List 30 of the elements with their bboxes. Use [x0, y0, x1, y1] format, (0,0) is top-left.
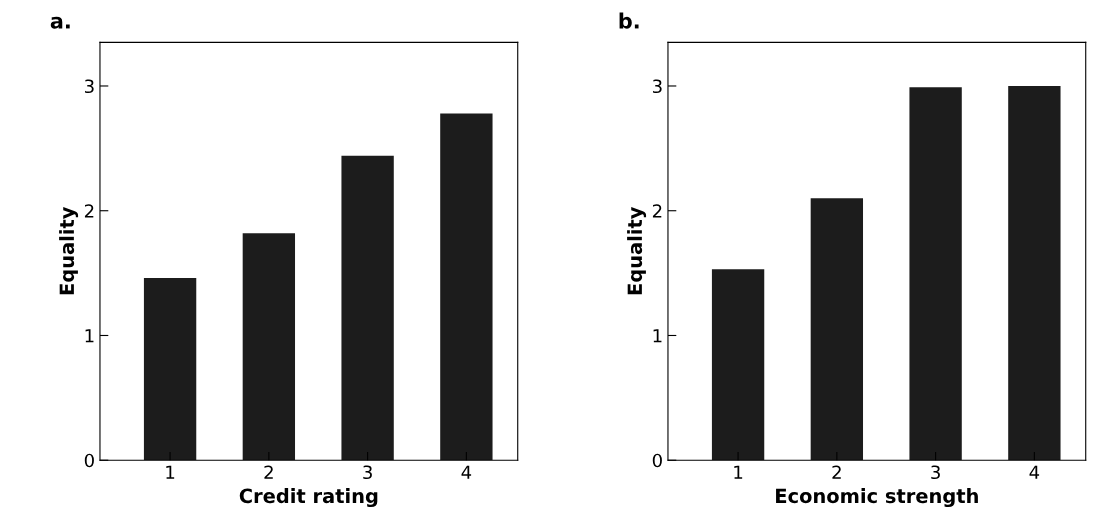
x-tick-label: 3 — [363, 465, 372, 480]
bar — [242, 233, 296, 461]
chart-title: a. — [50, 16, 70, 29]
y-tick-label: 0 — [84, 453, 94, 468]
x-axis-title: Economic strength — [776, 488, 978, 508]
bar — [143, 278, 197, 461]
bar — [440, 113, 493, 461]
x-tick-label: 2 — [264, 465, 273, 479]
y-tick-label: 2 — [652, 204, 662, 218]
bar — [711, 269, 765, 461]
y-tick-label: 3 — [85, 79, 94, 94]
bar — [1008, 85, 1061, 461]
x-tick-label: 1 — [166, 465, 175, 479]
x-tick-label: 3 — [931, 465, 940, 480]
bar — [909, 87, 962, 461]
x-tick-label: 4 — [461, 465, 472, 479]
y-tick-label: 3 — [652, 79, 662, 94]
y-axis-title: Equality — [627, 206, 647, 295]
y-tick-label: 1 — [85, 329, 94, 343]
x-tick-label: 1 — [734, 465, 743, 479]
chart-title: b. — [619, 12, 639, 29]
y-tick-label: 0 — [652, 453, 662, 468]
y-tick-label: 1 — [653, 329, 662, 343]
x-axis-title: Credit rating — [239, 488, 378, 508]
bar — [810, 198, 864, 461]
bar — [341, 155, 394, 461]
x-tick-label: 4 — [1029, 465, 1040, 479]
x-tick-label: 2 — [832, 465, 841, 479]
y-tick-label: 2 — [84, 204, 94, 218]
y-axis-title: Equality — [59, 206, 79, 295]
